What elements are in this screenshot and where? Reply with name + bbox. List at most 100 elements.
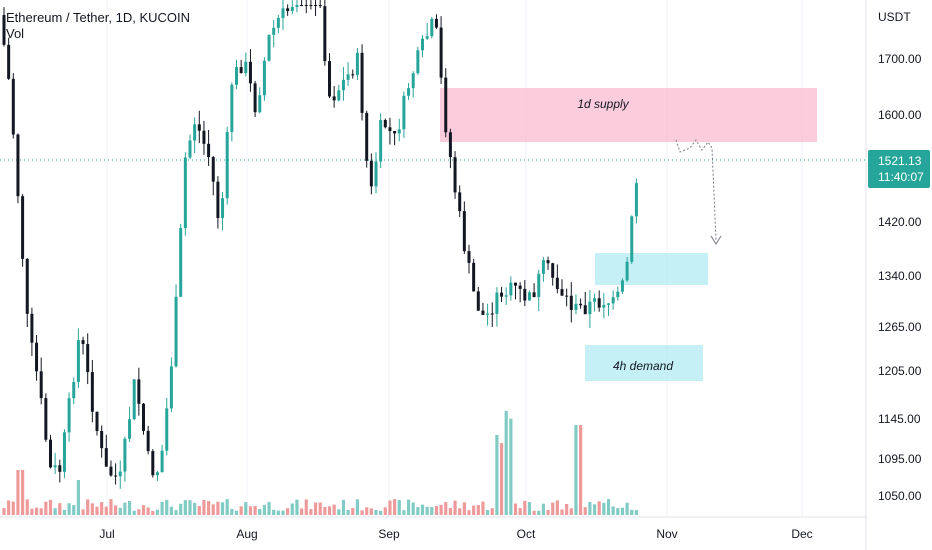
volume-bar — [160, 501, 164, 515]
volume-bar — [583, 507, 587, 515]
price-axis-label: 1265.00 — [878, 320, 922, 334]
demand-zone[interactable] — [585, 345, 703, 381]
candle-body — [155, 472, 159, 476]
volume-bar — [100, 502, 104, 515]
candle-body — [248, 61, 252, 84]
volume-bar — [253, 505, 257, 515]
volume-bar — [132, 510, 136, 515]
candle-body — [44, 398, 48, 440]
volume-bar — [499, 443, 504, 515]
volume-bar — [406, 499, 411, 515]
candle-body — [174, 296, 178, 367]
candle-body — [314, 5, 318, 6]
last-price-tag[interactable]: 1521.13 11:40:07 — [868, 150, 930, 188]
candle-body — [495, 292, 499, 314]
candle-body — [25, 258, 29, 314]
time-axis-label: Nov — [656, 527, 677, 541]
candle-body — [388, 127, 392, 132]
candle-body — [625, 261, 629, 281]
candle-body — [569, 295, 573, 310]
candle-body — [583, 305, 587, 315]
volume-bar — [476, 505, 480, 515]
candle-body — [383, 120, 387, 128]
volume-bar — [300, 508, 304, 515]
volume-bar — [7, 500, 11, 515]
volume-bar — [369, 508, 373, 515]
volume-bar — [295, 499, 299, 515]
volume-bar — [495, 435, 499, 515]
time-axis-label: Sep — [378, 527, 400, 541]
candle-body — [351, 74, 355, 76]
volume-bar — [346, 509, 350, 515]
candle-body — [602, 304, 606, 308]
volume-bar — [537, 510, 541, 515]
volume-bar — [309, 509, 313, 515]
candle-body — [397, 129, 401, 134]
volume-bar — [634, 510, 638, 515]
volume-bar — [193, 502, 197, 515]
price-axis-label: 1340.00 — [878, 269, 922, 283]
candle-body — [490, 313, 494, 315]
volume-bar — [95, 506, 99, 515]
candle-body — [62, 432, 66, 472]
candle-body — [151, 451, 155, 476]
candle-body — [104, 448, 108, 467]
candle-body — [276, 17, 280, 28]
candle-body — [165, 408, 169, 451]
volume-bar — [155, 509, 160, 515]
volume-bar — [16, 470, 20, 515]
candle-body — [281, 8, 285, 18]
price-axis-label: 1600.00 — [878, 108, 922, 122]
candle-body — [509, 282, 513, 296]
candle-body — [216, 181, 220, 219]
candle-body — [35, 342, 39, 372]
candle-body — [318, 5, 322, 7]
volume-bar — [504, 410, 508, 515]
candle-body — [272, 27, 276, 35]
volume-bar — [374, 509, 378, 515]
candle-body — [16, 134, 20, 197]
candle-body — [118, 471, 122, 477]
candle-body — [374, 161, 378, 187]
volume-bar — [44, 501, 48, 515]
candle-body — [295, 5, 299, 8]
candle-body — [341, 79, 345, 91]
supply-zone[interactable] — [440, 88, 817, 142]
candle-body — [416, 50, 420, 74]
candle-body — [579, 303, 583, 306]
candle-body — [551, 263, 555, 278]
volume-bar — [276, 510, 280, 515]
candle-body — [346, 74, 350, 80]
last-price-value: 1521.13 — [878, 154, 922, 168]
volume-bar — [597, 501, 601, 515]
volume-bar — [313, 502, 318, 515]
volume-bar — [267, 502, 271, 515]
volume-bar — [602, 502, 606, 515]
candle-body — [39, 371, 43, 399]
candle-body — [100, 430, 104, 449]
volume-bar — [439, 504, 443, 515]
candle-body — [128, 419, 132, 439]
volume-bar — [258, 509, 262, 515]
volume-bar — [2, 508, 6, 515]
candle-body — [225, 131, 229, 199]
volume-bar — [630, 509, 634, 515]
volume-bar — [425, 506, 429, 515]
volume-bar — [169, 506, 173, 515]
volume-bar — [323, 506, 327, 515]
demand-zone-upper[interactable] — [595, 253, 708, 285]
volume-bar — [30, 508, 34, 515]
candle-body — [630, 216, 634, 262]
candle-body — [425, 36, 429, 39]
volume-indicator-label[interactable]: Vol — [6, 26, 25, 41]
candle-body — [458, 192, 462, 212]
symbol-title[interactable]: Ethereum / Tether, 1D, KUCOIN — [6, 10, 190, 25]
candle-body — [286, 8, 290, 12]
volume-bar — [383, 507, 387, 515]
candle-body — [188, 140, 192, 158]
volume-bar — [123, 502, 127, 515]
candle-body — [290, 7, 294, 12]
volume-bar — [34, 507, 39, 515]
volume-bar — [337, 509, 341, 515]
